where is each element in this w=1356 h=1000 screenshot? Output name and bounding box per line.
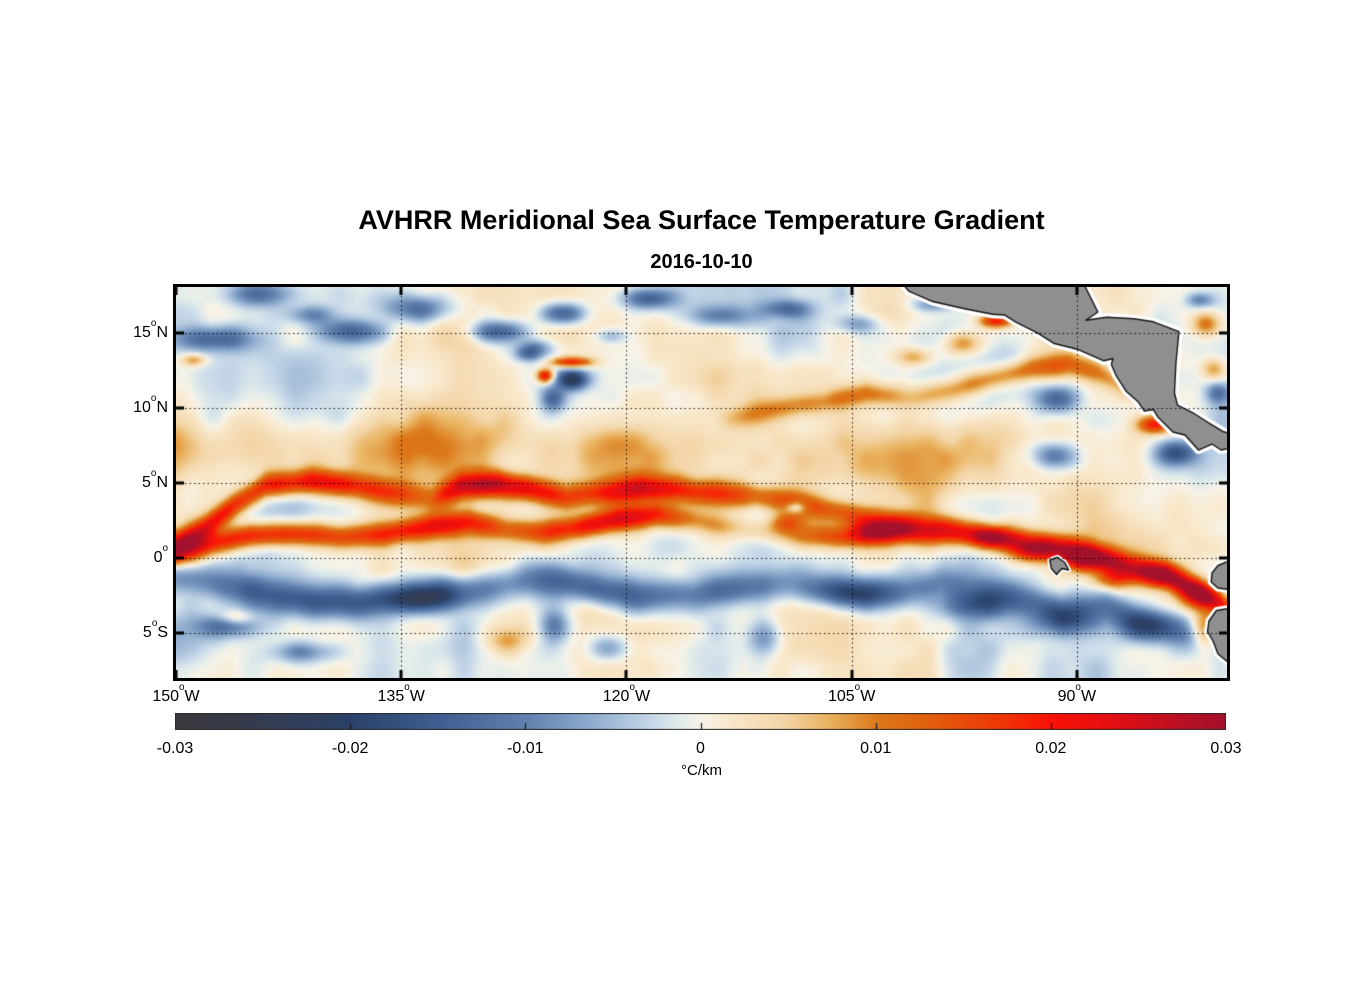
degree-symbol: o <box>162 543 168 555</box>
degree-symbol: o <box>629 682 635 694</box>
y-tick-label-10N: 10oN <box>133 393 168 417</box>
y-tick-label-5S: 5oS <box>142 618 168 641</box>
colorbar <box>175 713 1226 730</box>
degree-symbol: o <box>150 318 157 330</box>
colorbar-tick-label--0.02: -0.02 <box>331 740 369 757</box>
colorbar-tick-label-0.01: 0.01 <box>860 740 892 757</box>
chart-title: AVHRR Meridional Sea Surface Temperature… <box>358 205 1045 235</box>
colorbar-tick-label-0.03: 0.03 <box>1210 740 1242 757</box>
colorbar-tick-label-0.02: 0.02 <box>1035 740 1067 757</box>
colorbar-gradient <box>175 713 1226 730</box>
x-tick-label-105W: 105oW <box>827 682 876 705</box>
chart-subtitle: 2016-10-10 <box>650 251 753 273</box>
y-tick-label-5N: 5oN <box>142 468 168 492</box>
colorbar-unit-label: °C/km <box>681 762 722 779</box>
colorbar-tick-label--0.01: -0.01 <box>507 740 544 757</box>
colorbar-tick-label--0.03: -0.03 <box>156 740 194 757</box>
x-tick-label-150W: 150oW <box>152 682 200 705</box>
degree-symbol: o <box>150 468 157 480</box>
degree-symbol: o <box>179 682 185 694</box>
y-tick-label-15N: 15oN <box>133 318 168 342</box>
x-tick-label-135W: 135oW <box>377 682 425 705</box>
degree-symbol: o <box>854 682 861 694</box>
map-plot-area <box>173 284 1230 681</box>
degree-symbol: o <box>1075 682 1081 694</box>
sst-gradient-heatmap <box>176 287 1227 678</box>
degree-symbol: o <box>404 682 410 694</box>
colorbar-tick-label-0: 0 <box>696 740 705 757</box>
x-tick-label-90W: 90oW <box>1057 682 1097 705</box>
degree-symbol: o <box>150 393 157 405</box>
x-tick-label-120W: 120oW <box>602 682 651 705</box>
degree-symbol: o <box>151 618 158 630</box>
y-tick-label-0: 0o <box>153 543 168 566</box>
